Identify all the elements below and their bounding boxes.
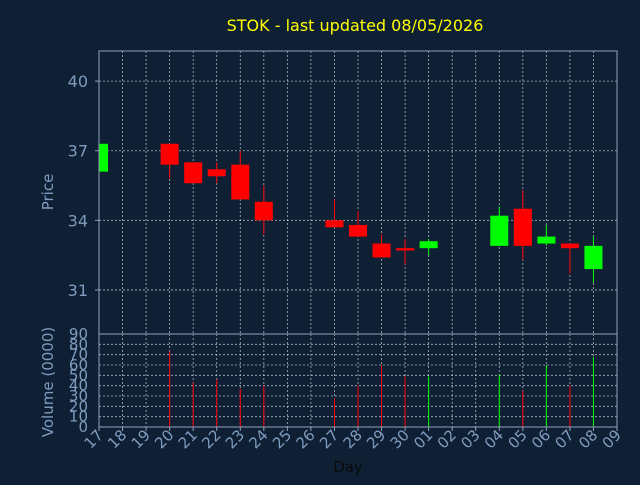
x-tick-labels: 1718192021222324252627282930010203040506… bbox=[81, 426, 625, 452]
volume-tick-label: 60 bbox=[69, 356, 88, 374]
x-tick-label: 19 bbox=[128, 426, 154, 452]
candle-body bbox=[254, 201, 273, 221]
x-tick-label: 06 bbox=[528, 426, 554, 452]
x-tick-label: 29 bbox=[363, 426, 389, 452]
candlestick-series bbox=[98, 143, 603, 283]
candle-body bbox=[184, 162, 203, 184]
x-tick-label: 24 bbox=[245, 426, 271, 452]
candle-body bbox=[349, 224, 367, 237]
x-tick-label: 01 bbox=[410, 426, 436, 452]
candle-body bbox=[513, 208, 532, 246]
candle-body bbox=[207, 169, 226, 177]
volume-series bbox=[169, 351, 594, 427]
volume-tick-label: 90 bbox=[69, 325, 88, 343]
price-tick-label: 40 bbox=[68, 72, 88, 91]
x-tick-label: 22 bbox=[198, 426, 224, 452]
x-tick-label: 07 bbox=[552, 426, 578, 452]
price-tick-label: 37 bbox=[68, 142, 88, 161]
price-tick-labels: 31 34 37 40 bbox=[68, 72, 99, 300]
x-tick-label: 28 bbox=[340, 426, 366, 452]
volume-tick-label: 0 bbox=[78, 418, 88, 436]
price-axis-label: Price bbox=[39, 174, 57, 211]
volume-tick-label: 80 bbox=[69, 335, 88, 353]
candle-body bbox=[396, 248, 415, 251]
candle-body bbox=[560, 243, 579, 249]
x-tick-label: 18 bbox=[104, 426, 130, 452]
price-grid bbox=[98, 51, 618, 334]
candle-body bbox=[419, 241, 438, 249]
price-tick-label: 31 bbox=[68, 281, 88, 300]
x-axis-label: Day bbox=[333, 458, 363, 476]
volume-tick-label: 30 bbox=[69, 387, 88, 405]
volume-tick-label: 40 bbox=[69, 377, 88, 395]
x-tick-label: 30 bbox=[387, 426, 413, 452]
volume-tick-label: 20 bbox=[69, 397, 88, 415]
volume-tick-label: 10 bbox=[69, 408, 88, 426]
x-tick-label: 26 bbox=[293, 426, 319, 452]
candle-body bbox=[325, 220, 344, 228]
volume-axis-label: Volume (0000) bbox=[39, 327, 57, 437]
volume-tick-label: 70 bbox=[69, 346, 88, 364]
x-tick-label: 25 bbox=[269, 426, 295, 452]
x-tick-label: 09 bbox=[599, 426, 625, 452]
candle-body bbox=[372, 243, 391, 258]
x-tick-label: 08 bbox=[575, 426, 601, 452]
x-tick-label: 27 bbox=[316, 426, 342, 452]
candle-body bbox=[99, 143, 108, 172]
x-tick-label: 03 bbox=[457, 426, 483, 452]
x-tick-label: 02 bbox=[434, 426, 460, 452]
candle-body bbox=[490, 215, 509, 246]
x-tick-label: 20 bbox=[151, 426, 177, 452]
x-tick-label: 04 bbox=[481, 426, 507, 452]
x-tick-label: 21 bbox=[175, 426, 201, 452]
candle-body bbox=[160, 143, 179, 165]
candle-body bbox=[231, 164, 250, 200]
candle-body bbox=[537, 236, 556, 244]
x-tick-label: 23 bbox=[222, 426, 248, 452]
volume-tick-label: 50 bbox=[69, 366, 88, 384]
x-tick-label: 05 bbox=[504, 426, 530, 452]
chart-title: STOK - last updated 08/05/2026 bbox=[227, 16, 484, 35]
candle-body bbox=[584, 245, 603, 270]
price-tick-label: 34 bbox=[68, 211, 88, 230]
